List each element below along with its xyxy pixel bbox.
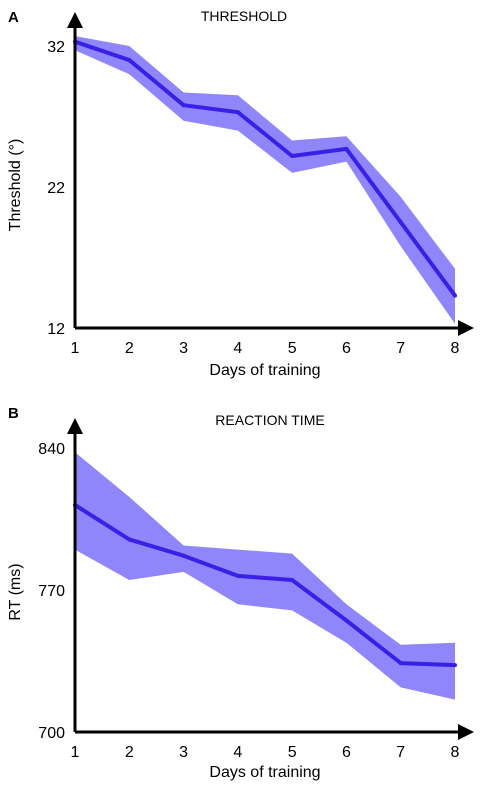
y-tick-label: 12 — [47, 321, 65, 338]
data-point — [453, 663, 457, 668]
data-point — [235, 110, 240, 115]
x-axis-label: Days of training — [209, 764, 320, 781]
x-tick-label: 4 — [233, 340, 242, 357]
mean-line — [73, 503, 456, 668]
x-tick-label: 5 — [288, 340, 297, 357]
chart-title: THRESHOLD — [201, 8, 287, 24]
x-axis-arrow — [458, 724, 474, 740]
data-point — [127, 537, 132, 542]
data-point — [344, 618, 349, 623]
chart-panel-b: B REACTION TIME 1 2 3 4 5 6 7 8 700 770 840 Days of t… — [7, 405, 474, 781]
x-tick-label: 6 — [342, 340, 351, 357]
x-tick-label: 8 — [451, 744, 460, 761]
x-tick-label: 4 — [233, 744, 242, 761]
x-tick-label: 8 — [451, 340, 460, 357]
x-tick-label: 1 — [71, 744, 80, 761]
data-point — [398, 220, 403, 225]
panel-letter: A — [8, 9, 19, 26]
data-point — [290, 578, 295, 582]
data-point — [453, 293, 457, 298]
y-tick-label: 22 — [47, 180, 65, 197]
x-tick-label: 3 — [179, 340, 188, 357]
mean-line — [74, 39, 457, 297]
y-axis-label: RT (ms) — [7, 563, 24, 620]
y-axis-arrow — [67, 12, 83, 28]
x-tick-label: 7 — [396, 340, 405, 357]
data-point — [344, 146, 349, 151]
data-point — [181, 103, 186, 108]
x-tick-label: 3 — [179, 744, 188, 761]
x-tick-label: 2 — [125, 744, 134, 761]
chart-title: REACTION TIME — [215, 412, 324, 428]
y-axis-label: Threshold (°) — [7, 139, 24, 232]
x-tick-label: 7 — [396, 744, 405, 761]
x-axis-arrow — [458, 320, 474, 336]
y-tick-label: 840 — [38, 441, 65, 458]
data-point — [398, 661, 403, 666]
x-tick-label: 5 — [288, 744, 297, 761]
y-tick-label: 700 — [38, 725, 65, 742]
x-tick-label: 6 — [342, 744, 351, 761]
panel-letter: B — [8, 405, 19, 422]
x-tick-label: 2 — [125, 340, 134, 357]
data-point — [290, 154, 295, 158]
y-axis-arrow — [67, 418, 83, 434]
data-point — [127, 58, 132, 63]
data-point — [235, 573, 240, 578]
x-axis-label: Days of training — [209, 362, 320, 379]
y-tick-label: 770 — [38, 583, 65, 600]
y-tick-label: 32 — [47, 39, 65, 56]
x-tick-label: 1 — [71, 340, 80, 357]
data-point — [181, 553, 186, 558]
confidence-band — [75, 36, 455, 324]
